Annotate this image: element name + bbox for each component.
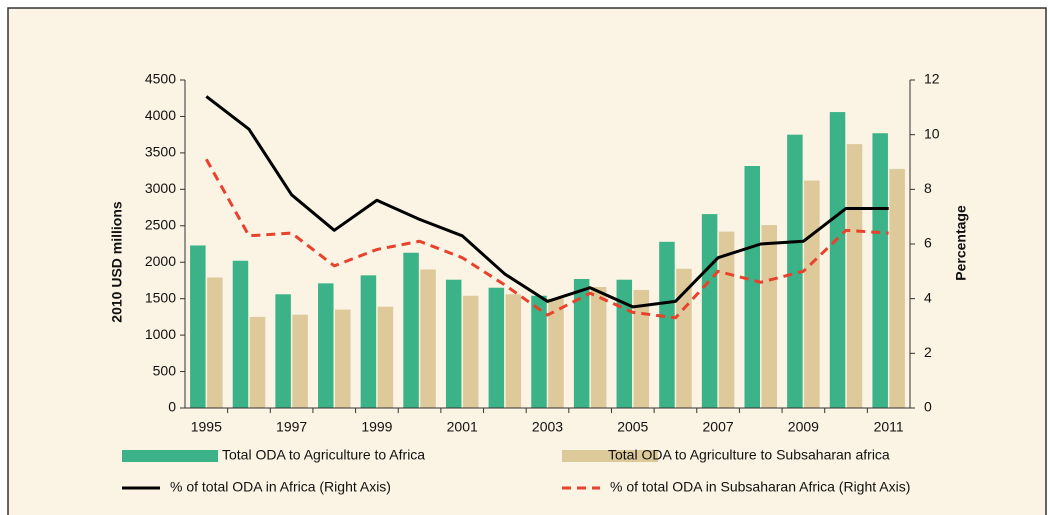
bar	[505, 294, 522, 408]
bar	[275, 294, 291, 408]
legend-label: % of total ODA in Africa (Right Axis)	[170, 479, 391, 495]
y-tick-label: 1000	[145, 326, 176, 342]
x-tick-label: 2007	[703, 419, 734, 435]
y2-tick-label: 2	[924, 344, 932, 360]
legend-label: Total ODA to Agriculture to Subsaharan a…	[608, 447, 890, 463]
y-tick-label: 0	[168, 399, 176, 415]
legend-label: Total ODA to Agriculture to Africa	[222, 447, 425, 463]
y-tick-label: 4500	[145, 71, 176, 87]
legend-swatch	[562, 450, 658, 462]
x-tick-label: 2003	[532, 419, 563, 435]
frame	[7, 7, 1047, 515]
y-tick-label: 3000	[145, 180, 176, 196]
y2-tick-label: 12	[924, 71, 940, 87]
bar	[403, 252, 419, 408]
bar	[787, 134, 803, 408]
bar	[761, 225, 777, 408]
y-tick-label: 3500	[145, 144, 176, 160]
x-tick-label: 2009	[788, 419, 819, 435]
bar	[573, 278, 590, 408]
bar	[548, 298, 564, 408]
y2-tick-label: 0	[924, 399, 932, 415]
y-tick-label: 2500	[145, 216, 176, 232]
bar	[377, 306, 394, 408]
bar	[889, 168, 905, 408]
bar	[829, 112, 846, 409]
legend-swatch	[122, 450, 218, 462]
y2-tick-label: 6	[924, 235, 932, 251]
bar	[633, 289, 650, 408]
bar	[744, 166, 760, 408]
y-axis-title: 2010 USD millions	[109, 201, 125, 323]
y-tick-label: 4000	[145, 107, 176, 123]
line	[205, 158, 889, 320]
bar	[616, 279, 633, 408]
bar	[207, 277, 223, 408]
bar	[190, 245, 206, 408]
bar	[420, 269, 436, 408]
bar	[488, 287, 505, 408]
y-tick-label: 1500	[145, 289, 176, 305]
bar	[232, 260, 249, 408]
y2-axis-title: Percentage	[953, 205, 969, 281]
line	[205, 95, 889, 309]
bar	[335, 309, 351, 408]
bar	[846, 144, 863, 409]
bar	[249, 316, 266, 408]
bar	[804, 180, 820, 408]
bar	[318, 283, 334, 408]
y-tick-label: 2000	[145, 253, 176, 269]
y2-tick-label: 4	[924, 289, 932, 305]
legend-label: % of total ODA in Subsaharan Africa (Rig…	[610, 479, 910, 495]
bar	[701, 214, 718, 408]
x-tick-label: 2001	[447, 419, 478, 435]
x-tick-label: 2011	[874, 419, 904, 435]
x-tick-label: 1999	[361, 419, 392, 435]
bar	[676, 268, 692, 408]
bar	[872, 133, 888, 408]
x-tick-label: 1997	[276, 419, 307, 435]
bar	[659, 241, 675, 408]
y-tick-label: 500	[153, 362, 177, 378]
bar	[531, 295, 547, 408]
y2-tick-label: 8	[924, 180, 932, 196]
y2-tick-label: 10	[924, 125, 940, 141]
bar	[360, 275, 377, 408]
x-tick-label: 1995	[191, 419, 222, 435]
x-tick-label: 2005	[617, 419, 648, 435]
bar	[590, 287, 607, 408]
bar	[445, 279, 462, 408]
bar	[462, 295, 479, 408]
bar	[292, 314, 308, 408]
